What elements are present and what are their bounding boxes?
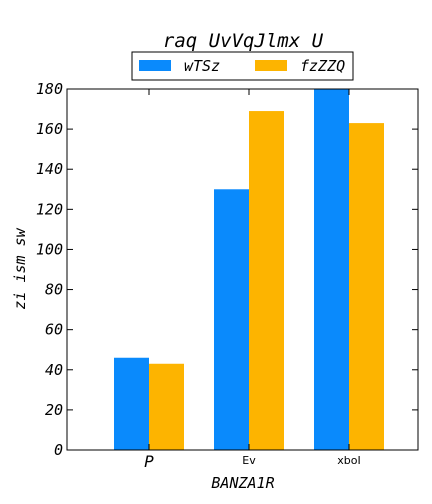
legend-label-fzzzq: fzZZQ (300, 57, 345, 75)
bar-wtsz-xboi (314, 89, 349, 450)
y-tick-label: 180 (36, 80, 63, 98)
bar-wtsz-p (114, 357, 149, 450)
y-tick-label: 100 (36, 240, 63, 258)
y-tick-label: 160 (36, 120, 63, 138)
y-tick-label: 80 (45, 281, 63, 299)
x-tick-label-ev: Ev (242, 454, 256, 467)
bar-wtsz-ev (214, 189, 249, 450)
y-tick-label: 60 (45, 321, 63, 339)
y-tick-label: 140 (36, 160, 63, 178)
x-tick-label-xboi: xboI (337, 454, 360, 467)
bar-fzzzq-ev (249, 111, 284, 451)
y-tick-label: 120 (36, 200, 63, 218)
x-axis: P Ev xboI (144, 89, 361, 471)
legend-swatch-fzzzq (255, 60, 287, 71)
y-tick-label: 40 (45, 361, 63, 379)
bar-fzzzq-xboi (349, 123, 384, 450)
legend-label-wtsz: wTSz (184, 57, 220, 75)
plot-area (114, 89, 384, 451)
plot-frame (66, 88, 419, 451)
y-axis-label: zi ism sw (11, 227, 29, 309)
x-tick-label-p: P (144, 452, 154, 471)
legend-swatch-wtsz (139, 60, 171, 71)
y-tick-label: 0 (54, 441, 63, 459)
bar-fzzzq-p (149, 363, 184, 450)
chart-title: raq UvVqJlmx U (163, 30, 324, 52)
legend: wTSz fzZZQ (131, 51, 354, 81)
x-axis-label: BANZA1R (211, 474, 274, 492)
y-tick-label: 20 (45, 401, 63, 419)
